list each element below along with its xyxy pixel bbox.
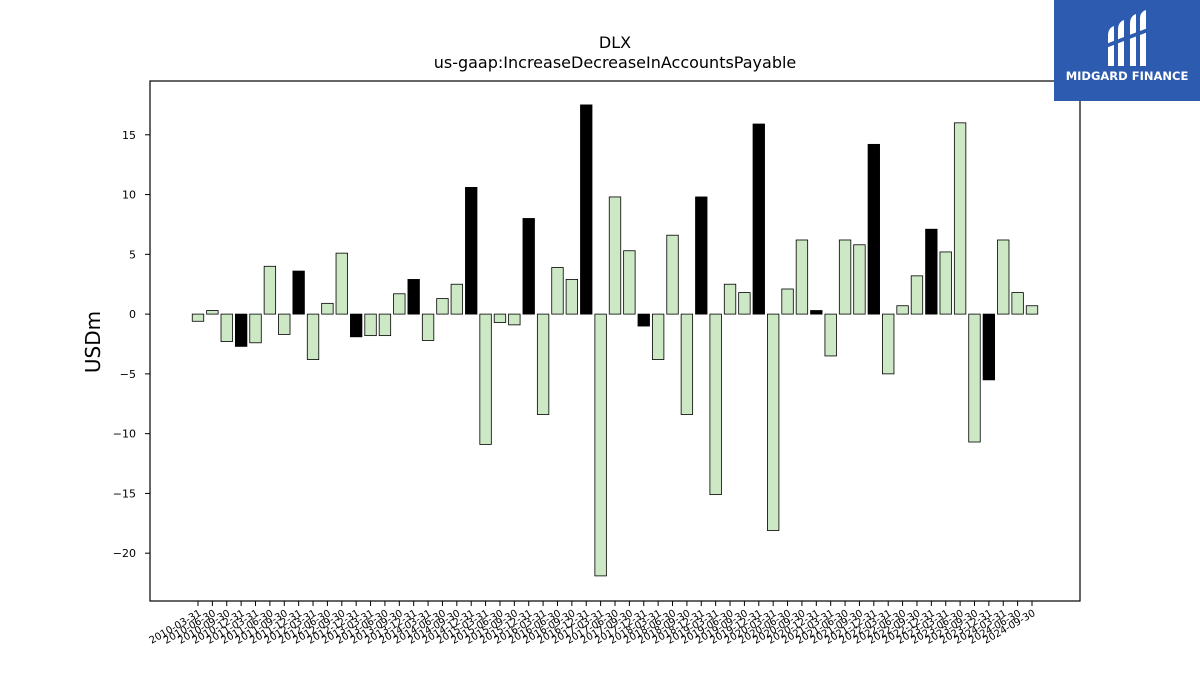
y-tick-label: −20 bbox=[113, 547, 136, 560]
bar-2024-06-30 bbox=[1011, 292, 1024, 315]
y-tick-label: 5 bbox=[129, 248, 136, 261]
y-tick-label: −15 bbox=[113, 487, 136, 500]
bar-2018-09-30 bbox=[680, 313, 694, 415]
bar-2021-06-30 bbox=[838, 239, 852, 315]
y-tick-label: 15 bbox=[122, 129, 136, 142]
midgard-logo-icon bbox=[1106, 10, 1148, 66]
bar-2023-12-31 bbox=[982, 313, 996, 381]
midgard-finance-logo: MIDGARD FINANCE bbox=[1054, 0, 1200, 101]
bar-2011-09-30 bbox=[278, 313, 291, 335]
bar-2023-09-30 bbox=[968, 313, 981, 443]
chart-subtitle: us-gaap:IncreaseDecreaseInAccountsPayabl… bbox=[434, 53, 797, 72]
bar-2019-03-31 bbox=[709, 313, 722, 496]
bar-2021-09-30 bbox=[853, 244, 866, 315]
bar-2023-03-31 bbox=[939, 251, 952, 315]
bar-2010-06-30 bbox=[206, 310, 219, 315]
bar-2013-12-31 bbox=[407, 279, 420, 315]
bar-2013-03-31 bbox=[364, 313, 377, 337]
bar-2015-12-31 bbox=[522, 218, 535, 315]
bar-2024-09-30 bbox=[1025, 305, 1039, 315]
bar-2017-03-31 bbox=[594, 313, 607, 577]
bar-2010-03-31 bbox=[191, 313, 205, 322]
bar-2021-12-31 bbox=[867, 143, 880, 315]
bar-2019-06-30 bbox=[723, 283, 737, 315]
bar-2012-03-31 bbox=[306, 313, 320, 360]
bar-2020-03-31 bbox=[767, 313, 780, 531]
bar-2016-12-31 bbox=[580, 104, 593, 315]
bar-2020-06-30 bbox=[781, 288, 794, 315]
y-axis-label: USDm bbox=[81, 311, 105, 373]
bar-2016-09-30 bbox=[565, 279, 579, 315]
bar-2014-12-31 bbox=[465, 186, 478, 315]
bar-2020-12-31 bbox=[810, 310, 823, 315]
bar-2012-06-30 bbox=[321, 302, 334, 315]
bar-2022-09-30 bbox=[910, 275, 924, 315]
bar-2014-09-30 bbox=[450, 283, 463, 315]
bar-2011-12-31 bbox=[292, 270, 305, 315]
bar-2010-09-30 bbox=[220, 313, 233, 342]
y-tick-label: 0 bbox=[129, 308, 136, 321]
bar-2024-03-31 bbox=[997, 239, 1010, 315]
bar-2013-06-30 bbox=[378, 313, 392, 337]
bar-2018-06-30 bbox=[666, 234, 679, 315]
chart-title: DLX bbox=[599, 33, 631, 52]
bar-2014-03-31 bbox=[421, 313, 435, 341]
plot-frame bbox=[149, 80, 1081, 602]
bar-2015-06-30 bbox=[493, 313, 507, 323]
y-axis-ticks: −20 −15 −10 −5 0 5 10 15 bbox=[113, 129, 150, 560]
bar-2013-09-30 bbox=[393, 293, 406, 315]
x-axis-ticks: 2010-03-312010-06-302010-09-302010-12-31… bbox=[148, 601, 1038, 647]
bar-2011-03-31 bbox=[249, 313, 262, 344]
bar-2016-03-31 bbox=[536, 313, 550, 415]
bar-2018-12-31 bbox=[695, 196, 708, 315]
logo-text: MIDGARD FINANCE bbox=[1065, 69, 1189, 83]
bars-group bbox=[191, 104, 1039, 577]
bar-2015-09-30 bbox=[508, 313, 521, 326]
bar-2012-09-30 bbox=[335, 252, 348, 315]
bar-2022-06-30 bbox=[896, 305, 909, 315]
bar-2014-06-30 bbox=[436, 298, 449, 315]
bar-2023-06-30 bbox=[953, 122, 967, 315]
bar-2019-09-30 bbox=[738, 292, 751, 315]
bar-2017-06-30 bbox=[608, 196, 622, 315]
bar-2018-03-31 bbox=[651, 313, 665, 360]
bar-2012-12-31 bbox=[350, 313, 363, 338]
y-tick-label: 10 bbox=[122, 189, 136, 202]
bar-2011-06-30 bbox=[263, 265, 277, 315]
bar-2010-12-31 bbox=[234, 313, 248, 347]
bar-2021-03-31 bbox=[824, 313, 837, 357]
bar-2020-09-30 bbox=[795, 239, 809, 315]
y-tick-label: −5 bbox=[120, 368, 136, 381]
bar-2022-03-31 bbox=[882, 313, 895, 375]
bar-2016-06-30 bbox=[551, 267, 564, 315]
bar-2017-12-31 bbox=[637, 313, 650, 327]
bar-2022-12-31 bbox=[925, 228, 938, 315]
y-tick-label: −10 bbox=[113, 428, 136, 441]
bar-2017-09-30 bbox=[623, 250, 636, 315]
bar-2015-03-31 bbox=[479, 313, 492, 445]
bar-2019-12-31 bbox=[752, 123, 765, 315]
